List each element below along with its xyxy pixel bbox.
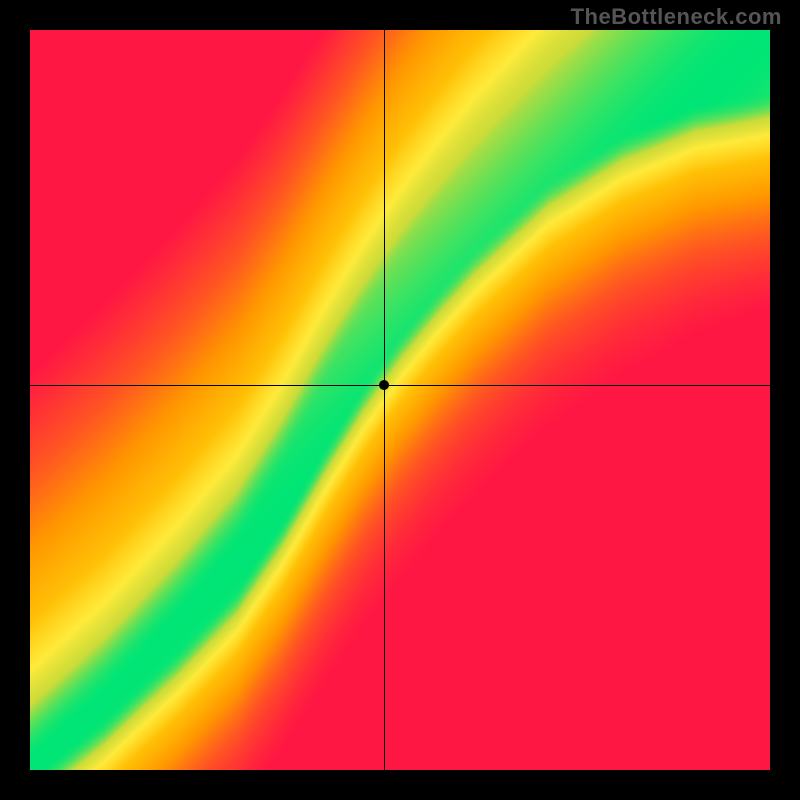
plot-area xyxy=(30,30,770,770)
crosshair-marker xyxy=(379,380,389,390)
heatmap-canvas xyxy=(30,30,770,770)
chart-container: TheBottleneck.com xyxy=(0,0,800,800)
crosshair-horizontal xyxy=(30,385,770,386)
watermark-text: TheBottleneck.com xyxy=(571,4,782,30)
crosshair-vertical xyxy=(384,30,385,770)
